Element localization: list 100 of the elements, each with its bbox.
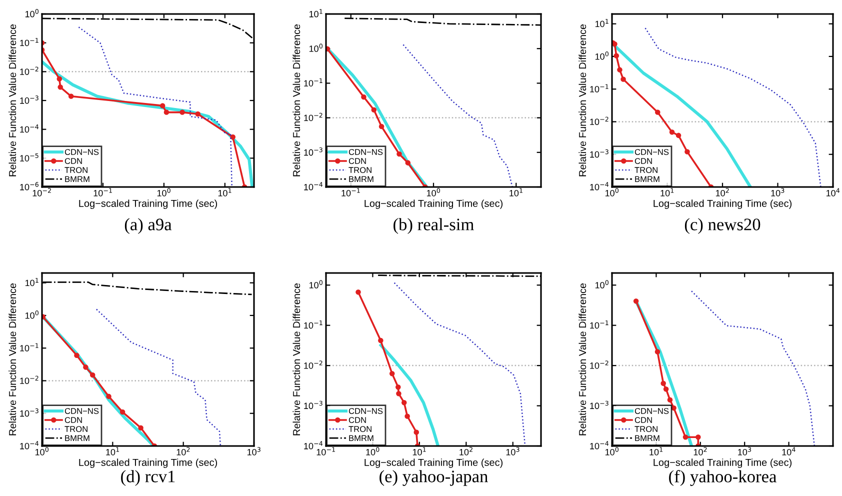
y-tick-label: 10$^{−3}$	[20, 408, 38, 417]
y-tick-label: 10$^{−2}$	[304, 112, 322, 122]
y-axis-title: Relative Function Value Difference	[292, 24, 300, 176]
y-tick-label: 10$^{−5}$	[20, 153, 38, 162]
y-axis-title: Relative Function Value Difference	[578, 24, 586, 176]
x-tick-label: 10$^{3}$	[506, 447, 520, 456]
x-tick-label: 10$^{0}$	[366, 447, 380, 456]
x-tick-label: 10$^{0}$	[35, 447, 49, 456]
legend-label: BMRM	[65, 176, 90, 182]
x-tick-label: 10$^{1}$	[510, 188, 522, 196]
x-axis-title: Log−scaled Training Time (sec)	[364, 200, 502, 209]
y-tick-label: 10$^{−2}$	[304, 360, 322, 369]
y-tick-label: 10$^{0}$	[25, 310, 39, 319]
y-tick-label: 10$^{−2}$	[590, 360, 608, 369]
y-tick-label: 10$^{−3}$	[20, 96, 38, 104]
y-tick-label: 10$^{−4}$	[20, 124, 39, 133]
text: (c) news20	[684, 218, 760, 234]
y-tick-label: 10$^{−3}$	[590, 400, 608, 410]
y-tick-label: 10$^{0}$	[595, 280, 609, 288]
x-axis-title: Log−scaled Training Time (sec)	[654, 458, 792, 468]
legend-label: BMRM	[349, 176, 374, 182]
text: (e) yahoo-japan	[380, 470, 488, 486]
x-tick-label: 10$^{0}$	[605, 188, 619, 196]
x-tick-label: 10$^{1}$	[106, 447, 120, 456]
legend-label: BMRM	[65, 435, 90, 441]
y-tick-label: 10$^{−3}$	[304, 400, 322, 410]
legend-label: TRON	[348, 426, 372, 432]
y-tick-label: 10$^{1}$	[309, 9, 322, 18]
text: (b) real-sim	[394, 218, 474, 234]
x-axis-title: Log−scaled Training Time (sec)	[654, 200, 792, 209]
y-tick-label: 10$^{−1}$	[304, 78, 322, 86]
legend-label: BMRM	[635, 176, 660, 182]
legend-label: TRON	[634, 426, 658, 432]
y-axis-title: Relative Function Value Difference	[578, 283, 586, 436]
y-tick-label: 10$^{−2}$	[20, 376, 38, 384]
legend-label: CDN	[634, 158, 652, 164]
legend-label: BMRM	[349, 435, 374, 441]
x-tick-label: 10$^{1}$	[412, 447, 426, 456]
x-tick-label: 10$^{3}$	[738, 447, 752, 456]
x-tick-label: 10$^{3}$	[771, 188, 784, 196]
x-tick-label: 10$^{4}$	[782, 447, 796, 456]
legend-label: CDN	[634, 417, 652, 423]
y-axis-title: Relative Function Value Difference	[292, 283, 300, 436]
legend-label: CDN−NS	[348, 408, 383, 414]
y-tick-label: 10$^{−4}$	[304, 182, 323, 190]
text: (d) rcv1	[121, 470, 175, 486]
x-tick-label: 10$^{0}$	[605, 447, 619, 456]
x-tick-label: 10$^{2}$	[460, 447, 472, 456]
y-tick-label: 10$^{−2}$	[20, 66, 38, 75]
y-tick-label: 10$^{−4}$	[590, 182, 609, 190]
x-tick-label: 10$^{0}$	[426, 188, 440, 196]
y-tick-label: 10$^{−1}$	[20, 38, 38, 46]
legend-label: CDN−NS	[634, 408, 669, 414]
x-tick-label: 10$^{1}$	[660, 188, 674, 196]
x-axis-title: Log−scaled Training Time (sec)	[364, 458, 502, 468]
x-tick-label: 10$^{−1}$	[94, 188, 112, 196]
text: (a) a9a	[124, 218, 172, 234]
legend-label: CDN	[348, 417, 366, 423]
y-tick-label: 10$^{−1}$	[304, 320, 322, 329]
y-tick-label: 10$^{−3}$	[590, 149, 608, 158]
legend-label: TRON	[64, 426, 88, 432]
legend-label: CDN−NS	[64, 408, 99, 414]
y-tick-label: 10$^{−1}$	[590, 84, 608, 92]
legend-label: CDN	[64, 417, 82, 423]
legend-label: BMRM	[635, 435, 660, 441]
y-tick-label: 10$^{1}$	[595, 18, 608, 28]
legend-label: CDN	[64, 158, 82, 164]
y-tick-label: 10$^{−4}$	[590, 441, 609, 450]
y-tick-label: 10$^{−1}$	[20, 343, 38, 352]
legend-label: TRON	[634, 167, 658, 173]
x-tick-label: 10$^{0}$	[157, 188, 170, 196]
x-tick-label: 10$^{2}$	[694, 447, 707, 456]
legend-label: TRON	[64, 167, 88, 173]
x-tick-label: 10$^{4}$	[826, 188, 840, 196]
legend-label: CDN−NS	[348, 149, 383, 155]
x-tick-label: 10$^{1}$	[650, 447, 663, 456]
text: (f) yahoo-korea	[669, 470, 776, 486]
y-axis-title: Relative Function Value Difference	[8, 24, 16, 176]
legend-label: CDN	[348, 158, 366, 164]
y-tick-label: 10$^{−1}$	[590, 320, 608, 329]
y-tick-label: 10$^{0}$	[309, 280, 323, 288]
legend-label: CDN−NS	[64, 149, 99, 155]
x-tick-label: 10$^{3}$	[247, 447, 260, 456]
y-axis-title: Relative Function Value Difference	[8, 283, 16, 436]
y-tick-label: 10$^{1}$	[25, 278, 38, 286]
legend-label: CDN−NS	[634, 149, 669, 155]
x-tick-label: 10$^{2}$	[716, 188, 729, 196]
y-tick-label: 10$^{0}$	[309, 44, 323, 52]
y-tick-label: 10$^{0}$	[595, 52, 609, 60]
y-tick-label: 10$^{−4}$	[20, 441, 39, 450]
x-tick-label: 10$^{−2}$	[32, 188, 51, 196]
x-tick-label: 10$^{2}$	[176, 447, 190, 456]
x-axis-title: Log−scaled Training Time (sec)	[79, 200, 217, 209]
x-tick-label: 10$^{−1}$	[342, 188, 360, 196]
legend-label: TRON	[348, 167, 372, 173]
y-tick-label: 10$^{−4}$	[304, 441, 323, 450]
y-tick-label: 10$^{0}$	[25, 9, 39, 18]
y-tick-label: 10$^{−3}$	[304, 147, 322, 156]
y-tick-label: 10$^{−6}$	[20, 182, 38, 190]
x-tick-label: 10$^{−1}$	[316, 447, 335, 456]
